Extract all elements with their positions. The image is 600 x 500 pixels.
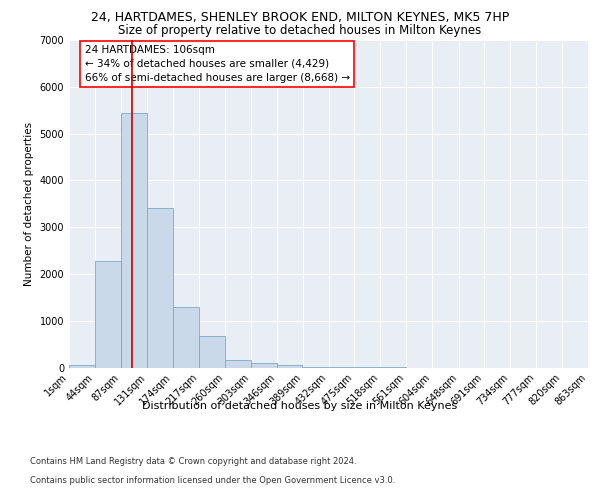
Text: Distribution of detached houses by size in Milton Keynes: Distribution of detached houses by size …: [142, 401, 458, 411]
Text: 24 HARTDAMES: 106sqm
← 34% of detached houses are smaller (4,429)
66% of semi-de: 24 HARTDAMES: 106sqm ← 34% of detached h…: [85, 45, 350, 83]
Text: Contains public sector information licensed under the Open Government Licence v3: Contains public sector information licen…: [30, 476, 395, 485]
Bar: [69, 365, 95, 368]
Bar: [225, 360, 251, 368]
Bar: [95, 262, 121, 368]
Bar: [121, 112, 147, 368]
Bar: [277, 365, 302, 368]
Bar: [199, 336, 225, 368]
Text: Contains HM Land Registry data © Crown copyright and database right 2024.: Contains HM Land Registry data © Crown c…: [30, 457, 356, 466]
Text: Size of property relative to detached houses in Milton Keynes: Size of property relative to detached ho…: [118, 24, 482, 37]
Y-axis label: Number of detached properties: Number of detached properties: [24, 122, 34, 286]
Text: 24, HARTDAMES, SHENLEY BROOK END, MILTON KEYNES, MK5 7HP: 24, HARTDAMES, SHENLEY BROOK END, MILTON…: [91, 11, 509, 24]
Bar: [148, 208, 173, 368]
Bar: [173, 306, 199, 368]
Bar: [251, 364, 277, 368]
